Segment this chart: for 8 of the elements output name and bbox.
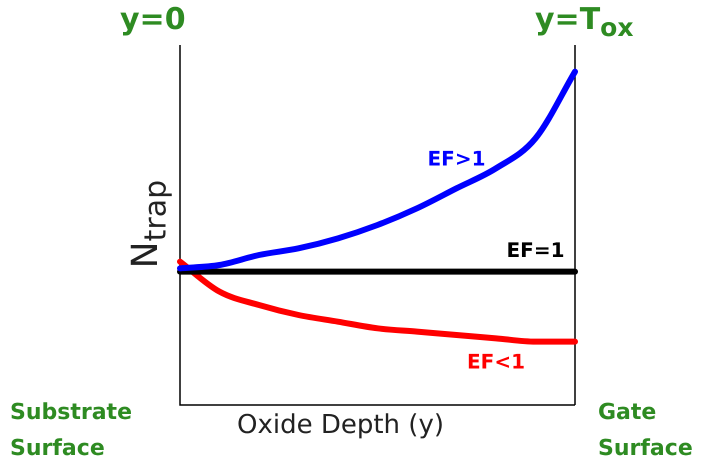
- series-label: EF>1: [428, 146, 486, 171]
- text: Substrate Surface: [10, 399, 133, 463]
- x-axis-title: Oxide Depth (y): [237, 410, 444, 440]
- series-label: EF=1: [506, 238, 564, 262]
- series-label: EF<1: [467, 350, 525, 374]
- text: Gate Surface: [598, 399, 694, 463]
- text: y=T$_{ox}$: [535, 2, 634, 42]
- text: y=0: [120, 2, 186, 37]
